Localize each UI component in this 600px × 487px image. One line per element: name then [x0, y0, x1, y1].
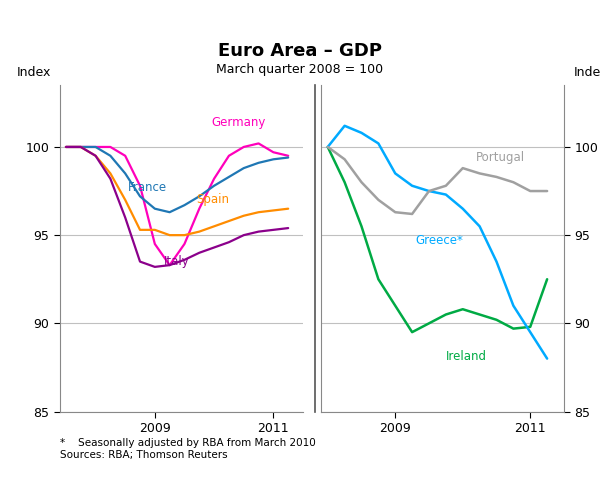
Text: France: France [128, 181, 167, 194]
Text: Germany: Germany [211, 116, 266, 129]
Text: Index: Index [574, 66, 600, 79]
Text: Euro Area – GDP: Euro Area – GDP [218, 42, 382, 60]
Text: Spain: Spain [196, 193, 229, 206]
Text: March quarter 2008 = 100: March quarter 2008 = 100 [217, 63, 383, 75]
Text: *    Seasonally adjusted by RBA from March 2010
Sources: RBA; Thomson Reuters: * Seasonally adjusted by RBA from March … [60, 438, 316, 460]
Text: Ireland: Ireland [446, 350, 487, 363]
Text: Index: Index [16, 66, 50, 79]
Text: Greece*: Greece* [415, 234, 463, 247]
Text: Italy: Italy [164, 255, 190, 268]
Text: Portugal: Portugal [476, 151, 526, 164]
